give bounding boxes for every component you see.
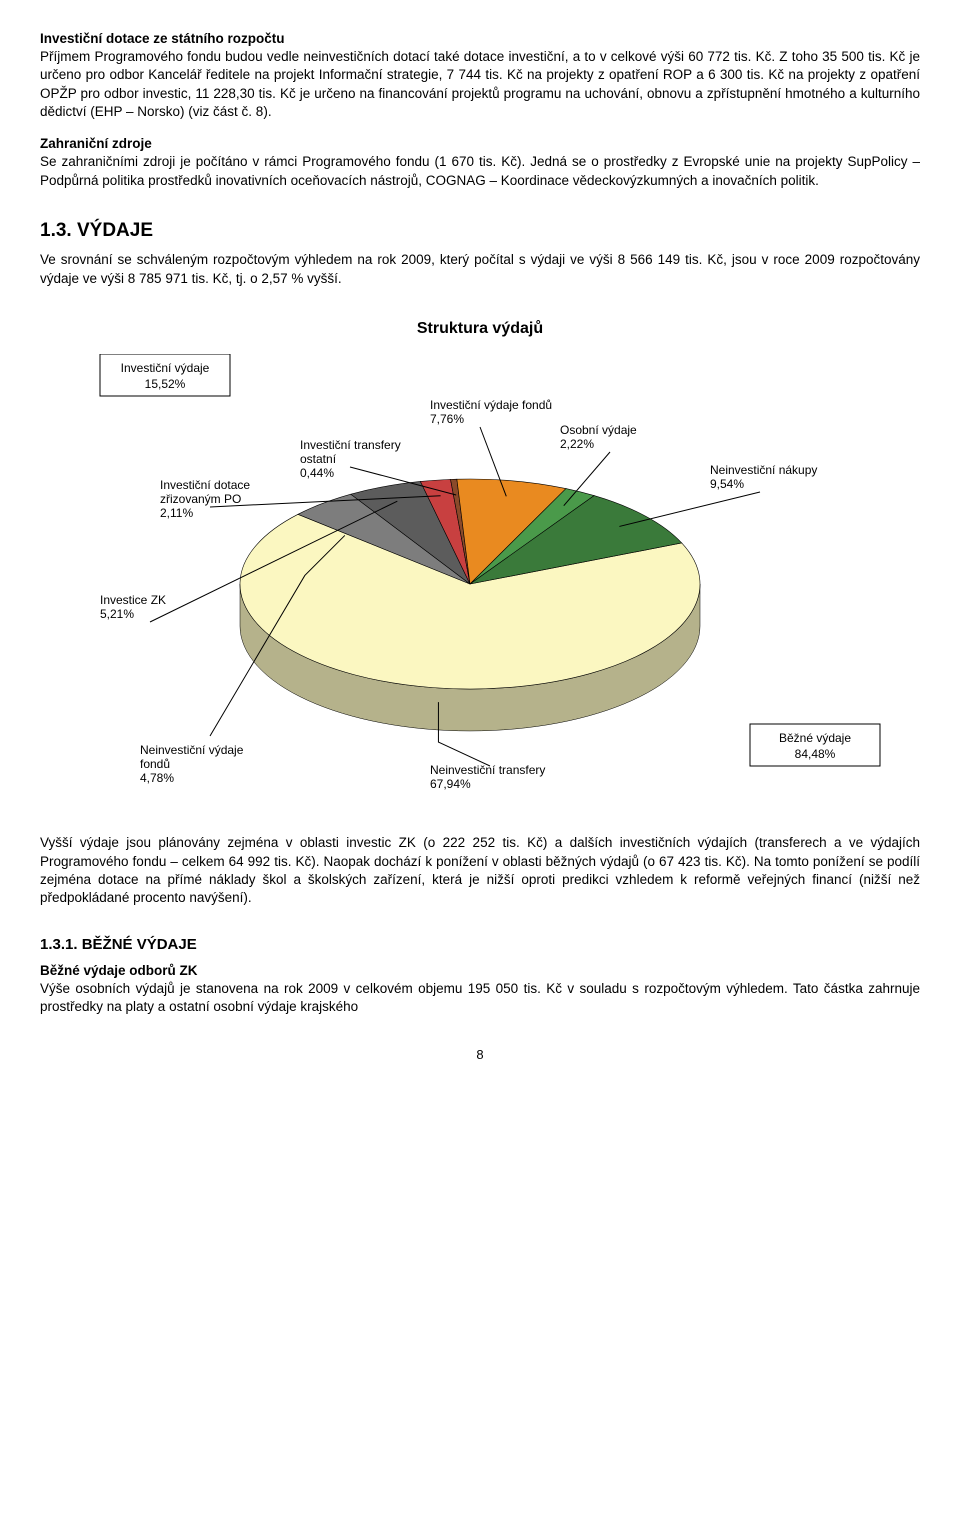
pie-label: ostatní xyxy=(300,452,337,466)
pie-label: 2,22% xyxy=(560,437,594,451)
svg-text:15,52%: 15,52% xyxy=(145,377,186,391)
pie-label: zřizovaným PO xyxy=(160,492,241,506)
pie-label: 9,54% xyxy=(710,477,744,491)
para-invest-dotace: Příjmem Programového fondu budou vedle n… xyxy=(40,48,920,121)
pie-label: Investiční dotace xyxy=(160,478,250,492)
page-number: 8 xyxy=(40,1046,920,1064)
pie-label: 0,44% xyxy=(300,466,334,480)
pie-svg: Neinvestiční transfery67,94% Neinvestiční… xyxy=(70,354,890,814)
para-zahranicni: Se zahraničními zdroji je počítáno v rám… xyxy=(40,153,920,189)
para-after-chart: Vyšší výdaje jsou plánovány zejména v ob… xyxy=(40,834,920,907)
svg-text:Investiční výdaje: Investiční výdaje xyxy=(121,361,210,375)
heading-invest-dotace: Investiční dotace ze státního rozpočtu xyxy=(40,30,920,48)
svg-text:84,48%: 84,48% xyxy=(795,747,836,761)
pie-chart: Neinvestiční transfery67,94% Neinvestiční… xyxy=(70,354,890,814)
pie-label: Neinvestiční nákupy xyxy=(710,463,817,477)
pie-label: 5,21% xyxy=(100,607,134,621)
pie-label: 67,94% xyxy=(430,777,471,791)
para-vydaje-intro: Ve srovnání se schváleným rozpočtovým vý… xyxy=(40,251,920,287)
pie-label: Investiční výdaje fondů xyxy=(430,398,552,412)
para-bezne-odboru: Výše osobních výdajů je stanovena na rok… xyxy=(40,980,920,1016)
pie-label: Neinvestiční transfery xyxy=(430,763,545,777)
chart-title: Struktura výdajů xyxy=(40,318,920,340)
pie-label: Investice ZK xyxy=(100,593,166,607)
pie-label: Investiční transfery xyxy=(300,438,401,452)
pie-label: 7,76% xyxy=(430,412,464,426)
pie-label: 4,78% xyxy=(140,771,174,785)
heading-bezne-odboru: Běžné výdaje odborů ZK xyxy=(40,962,920,980)
pie-label: 2,11% xyxy=(160,506,193,520)
pie-label: Osobní výdaje xyxy=(560,423,637,437)
svg-text:Běžné výdaje: Běžné výdaje xyxy=(779,731,851,745)
section-1-3-heading: 1.3. VÝDAJE xyxy=(40,218,920,244)
heading-zahranicni: Zahraniční zdroje xyxy=(40,135,920,153)
section-1-3-1-heading: 1.3.1. BĚŽNÉ VÝDAJE xyxy=(40,935,920,955)
pie-label: Neinvestiční výdaje xyxy=(140,743,244,757)
pie-label: fondů xyxy=(140,757,170,771)
